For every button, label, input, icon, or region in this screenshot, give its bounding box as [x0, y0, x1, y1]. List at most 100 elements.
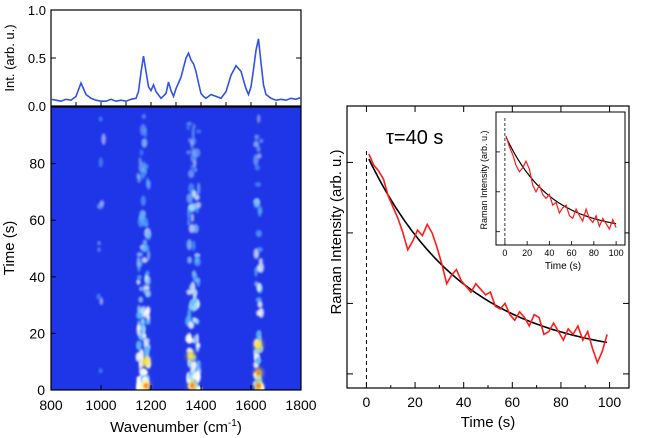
heatmap-xtick-label: 800: [39, 397, 63, 413]
heatmap-streak: [141, 317, 145, 326]
decay-xlabel: Time (s): [461, 414, 515, 431]
heatmap-streak: [145, 176, 149, 188]
heatmap-streak: [139, 385, 143, 390]
heatmap-streak: [141, 113, 147, 120]
heatmap-streak: [192, 272, 198, 282]
decay-data-line: [368, 153, 608, 365]
heatmap-streak: [256, 145, 261, 153]
heatmap-streak: [96, 293, 101, 300]
heatmap-streak: [195, 333, 199, 345]
heatmap-xtick-label: 1400: [185, 397, 216, 413]
heatmap-streak: [195, 129, 202, 134]
heatmap-ytick-label: 0: [37, 382, 45, 398]
heatmap-streak: [98, 157, 104, 168]
heatmap-background: [51, 107, 301, 390]
decay-inset: 0 20 40 60 80 100 Raman Intensity (arb. u.) T…: [479, 111, 626, 272]
heatmap-streak: [136, 172, 141, 179]
decay-xtick-label: 60: [505, 394, 521, 410]
heatmap-streak: [143, 244, 150, 252]
heatmap-streak: [141, 211, 146, 216]
heatmap-streak: [145, 163, 149, 169]
heatmap-streaks: [96, 113, 265, 390]
heatmap-streak: [98, 368, 103, 374]
heatmap-streak: [256, 282, 262, 292]
heatmap-streak: [196, 359, 201, 370]
heatmap-hotspot: [256, 383, 261, 389]
inset-xtick-label: 20: [522, 248, 532, 258]
heatmap-streak: [96, 203, 104, 210]
heatmap-streak: [254, 182, 262, 187]
heatmap-streak: [145, 291, 150, 297]
heatmap-streak: [192, 369, 196, 375]
heatmap-streak: [255, 229, 263, 238]
spectrum-line: [50, 38, 302, 103]
heatmap-streak: [187, 169, 195, 179]
heatmap-streak: [253, 348, 260, 356]
heatmap-streak: [142, 161, 146, 172]
heatmap-streak: [97, 247, 101, 252]
inset-ticks: 0 20 40 60 80 100: [496, 151, 624, 258]
heatmap-streak: [195, 370, 201, 383]
heatmap-streak: [190, 360, 198, 371]
heatmap-streak: [191, 127, 195, 139]
heatmap-streak: [257, 207, 262, 218]
inset-frame: [495, 111, 626, 246]
heatmap-streak: [146, 338, 150, 344]
heatmap-ytick-label: 80: [29, 156, 45, 172]
heatmap-streak: [138, 348, 145, 361]
tau-annotation: τ=40 s: [386, 127, 443, 149]
heatmap-streak: [136, 324, 141, 336]
heatmap-streak: [188, 320, 195, 330]
heatmap-streak: [144, 275, 151, 286]
heatmap-xlabel-close: ): [237, 419, 242, 436]
heatmap-streak: [257, 262, 265, 274]
heatmap-streak: [187, 218, 191, 226]
heatmap-streak: [193, 335, 197, 345]
heatmap-xtick-label: 1800: [285, 397, 316, 413]
heatmap-streak: [135, 311, 142, 319]
heatmap-streak: [142, 239, 148, 246]
heatmap-streak: [192, 223, 199, 234]
heatmap-streak: [253, 198, 260, 209]
heatmap-streak: [196, 182, 201, 195]
decay-ticks: 0 20 40 60 80 100: [347, 106, 629, 410]
heatmap-streak: [144, 285, 150, 291]
heatmap-streak: [256, 247, 263, 253]
heatmap-streak: [193, 297, 197, 305]
spectrum-frame: [50, 9, 302, 107]
heatmap-streak: [138, 359, 143, 370]
heatmap-streak: [254, 134, 258, 146]
heatmap-xtick-label: 1000: [85, 397, 116, 413]
heatmap-streak: [144, 320, 151, 325]
heatmap-streak: [143, 127, 148, 139]
heatmap-streak: [258, 257, 263, 264]
heatmap-streak: [137, 305, 141, 314]
heatmap-streak: [186, 239, 193, 251]
heatmap-streak: [193, 160, 197, 168]
heatmap-xlabel-main: Wavenumber (cm: [110, 419, 228, 436]
spectrum-ytick-label: 0.5: [28, 51, 46, 66]
inset-xlabel: Time (s): [545, 261, 581, 272]
heatmap-streak: [187, 208, 191, 220]
heatmap-streak: [142, 333, 147, 339]
spectrum-ylabel: Int. (arb. u.): [2, 24, 17, 91]
heatmap-hotspot: [189, 353, 193, 359]
heatmap-streak: [139, 149, 144, 156]
heatmap-yticks: 0 20 40 60 80: [29, 156, 56, 398]
heatmap-streak: [137, 275, 142, 280]
heatmap-streak: [136, 256, 141, 269]
heatmap-streak: [195, 201, 202, 209]
heatmap-streak: [192, 189, 196, 198]
heatmap-ytick-label: 40: [29, 269, 45, 285]
inset-ylabel: Raman Intensity (arb. u.): [479, 130, 489, 229]
decay-ylabel: Raman Intensity (arb. u.): [328, 149, 345, 314]
heatmap-streak: [142, 138, 147, 148]
heatmap-streak: [141, 217, 149, 227]
heatmap-streak: [190, 137, 197, 146]
decay-xtick-label: 40: [456, 394, 472, 410]
heatmap-panel: 0 20 40 60 80 800 1000 1200 1400 1600 1800 Time (…: [1, 106, 317, 436]
heatmap-streak: [136, 252, 143, 257]
inset-data-line: [505, 135, 617, 231]
heatmap-hotspot: [256, 342, 261, 348]
